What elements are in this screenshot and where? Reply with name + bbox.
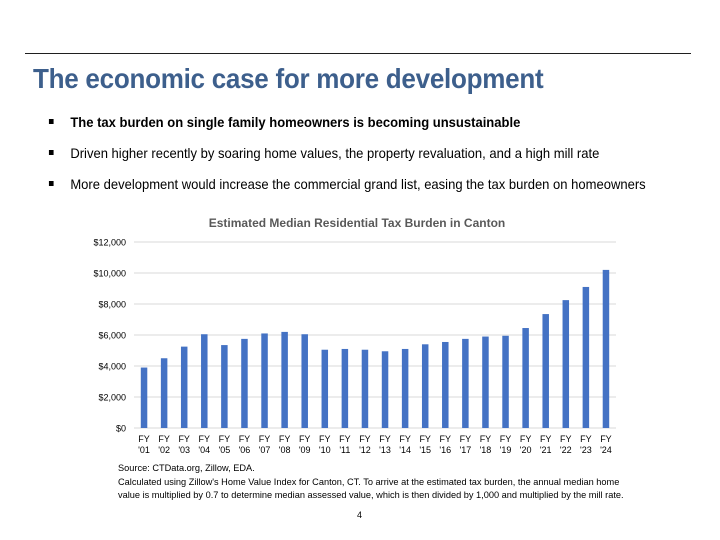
x-tick-label: '22: [560, 445, 572, 455]
x-tick-label: '12: [359, 445, 371, 455]
x-tick-label: FY: [399, 434, 411, 444]
y-tick-label: $0: [116, 424, 126, 434]
bar-chart: Estimated Median Residential Tax Burden …: [93, 216, 616, 455]
source-line: Source: CTData.org, Zillow, EDA.: [118, 463, 255, 474]
y-tick-label: $4,000: [98, 362, 126, 372]
bar: [381, 351, 389, 428]
x-tick-label: '16: [439, 445, 451, 455]
y-tick-label: $6,000: [98, 331, 126, 341]
bar: [160, 358, 168, 428]
x-tick-label: '02: [158, 445, 170, 455]
x-tick-label: FY: [279, 434, 291, 444]
x-tick-label: FY: [560, 434, 572, 444]
bar: [582, 286, 590, 428]
chart-title: Estimated Median Residential Tax Burden …: [209, 216, 506, 230]
x-tick-label: FY: [600, 434, 612, 444]
x-tick-label: '17: [460, 445, 472, 455]
x-tick-label: '04: [198, 445, 210, 455]
bar: [261, 333, 268, 428]
x-tick-label: FY: [219, 434, 231, 444]
bar: [502, 335, 509, 428]
bar: [462, 338, 469, 428]
x-tick-label: FY: [540, 434, 552, 444]
bar: [562, 300, 570, 428]
bar: [542, 314, 549, 428]
x-tick-label: '08: [279, 445, 291, 455]
x-tick-label: FY: [319, 434, 331, 444]
bar: [140, 367, 148, 428]
x-tick-label: '11: [339, 445, 350, 455]
slide-title: The economic case for more development: [33, 63, 544, 94]
bullet-marker: [48, 119, 54, 124]
bar: [180, 346, 188, 428]
top-rule: [25, 53, 691, 54]
x-tick-label: FY: [500, 434, 512, 444]
x-tick-label: FY: [138, 434, 150, 444]
x-tick-label: FY: [520, 434, 532, 444]
y-tick-label: $10,000: [93, 269, 126, 279]
x-tick-label: FY: [440, 434, 452, 444]
x-tick-label: '13: [379, 445, 391, 455]
bar: [241, 338, 248, 428]
x-tick-label: FY: [339, 434, 351, 444]
x-tick-label: '19: [500, 445, 512, 455]
bar: [421, 344, 429, 428]
x-tick-label: '20: [520, 445, 532, 455]
x-tick-label: '18: [480, 445, 492, 455]
bar: [281, 331, 288, 428]
x-tick-label: FY: [239, 434, 251, 444]
x-tick-label: FY: [419, 434, 431, 444]
x-tick-label: FY: [379, 434, 391, 444]
x-tick-label: FY: [359, 434, 371, 444]
x-tick-label: '24: [600, 445, 612, 455]
bullet-text: More development would increase the comm…: [70, 176, 646, 192]
bar: [482, 336, 489, 428]
bullet-marker: [48, 181, 54, 186]
x-tick-label: '10: [319, 445, 331, 455]
y-tick-label: $12,000: [93, 238, 126, 248]
x-tick-label: '09: [299, 445, 311, 455]
x-tick-label: FY: [480, 434, 492, 444]
bar: [321, 349, 329, 428]
bullet-text: Driven higher recently by soaring home v…: [70, 145, 600, 161]
x-tick-label: '23: [580, 445, 592, 455]
bar: [401, 348, 409, 428]
x-tick-label: FY: [158, 434, 170, 444]
bar: [201, 334, 208, 428]
bar: [442, 341, 449, 428]
bar: [301, 334, 308, 428]
source-line: value is multiplied by 0.7 to determine …: [118, 490, 624, 501]
page-number: 4: [357, 510, 363, 520]
bar: [221, 345, 228, 428]
x-tick-label: FY: [580, 434, 592, 444]
x-tick-label: '14: [399, 445, 411, 455]
x-tick-label: FY: [178, 434, 190, 444]
bar: [361, 349, 369, 428]
bar: [522, 328, 529, 428]
x-tick-label: '01: [138, 445, 150, 455]
x-tick-label: '06: [239, 445, 251, 455]
source-line: Calculated using Zillow's Home Value Ind…: [118, 476, 620, 488]
x-tick-label: FY: [259, 434, 271, 444]
source-note: Source: CTData.org, Zillow, EDA. Calcula…: [118, 462, 624, 503]
x-tick-label: '07: [259, 445, 271, 455]
x-tick-label: FY: [199, 434, 211, 444]
x-tick-label: FY: [460, 434, 472, 444]
x-tick-label: '21: [540, 445, 552, 455]
bullet-marker: [48, 150, 54, 155]
bullet-text: The tax burden on single family homeowne…: [70, 114, 521, 130]
y-tick-label: $2,000: [98, 393, 126, 403]
x-tick-label: '03: [178, 445, 190, 455]
y-tick-label: $8,000: [98, 300, 126, 310]
x-tick-label: '05: [219, 445, 231, 455]
x-tick-label: FY: [299, 434, 311, 444]
bar: [602, 269, 610, 428]
x-tick-label: '15: [419, 445, 431, 455]
bar: [341, 348, 349, 428]
